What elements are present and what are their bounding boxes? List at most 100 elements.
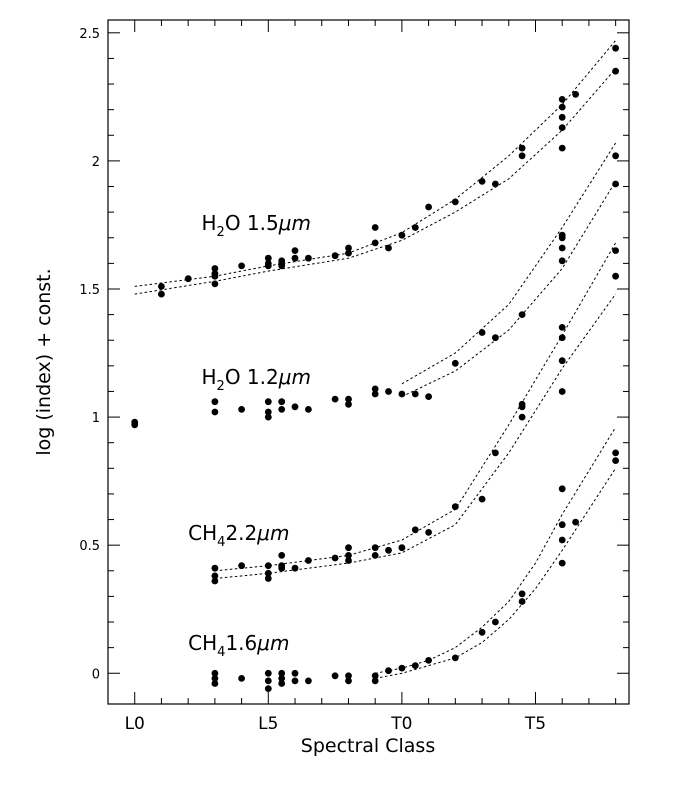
data-point bbox=[425, 393, 432, 400]
data-point bbox=[398, 544, 406, 552]
data-point bbox=[264, 569, 272, 577]
band-lower-line bbox=[214, 293, 617, 579]
band-lower-line bbox=[134, 68, 616, 295]
band-lower-line bbox=[401, 181, 617, 398]
series-label: H2O 1.2μm bbox=[202, 365, 311, 394]
data-point bbox=[411, 662, 419, 669]
y-tick-label: 1 bbox=[92, 411, 100, 426]
data-point bbox=[492, 618, 499, 626]
data-point bbox=[411, 224, 419, 231]
axis-ticks: L0 L5 T0 T5 0 0.5 1 1.5 2 2.5 bbox=[79, 20, 629, 734]
data-point bbox=[371, 552, 379, 559]
data-point bbox=[518, 403, 526, 411]
band-upper-line bbox=[401, 142, 617, 385]
y-tick-label: 0.5 bbox=[79, 539, 100, 554]
data-point bbox=[478, 178, 486, 185]
data-point bbox=[572, 518, 579, 526]
data-point bbox=[158, 290, 165, 298]
y-tick-label: 1.5 bbox=[79, 283, 100, 298]
data-point bbox=[518, 144, 526, 152]
data-point bbox=[558, 388, 566, 395]
data-point bbox=[331, 395, 339, 403]
dashed-bands bbox=[134, 40, 617, 679]
x-tick-label: L0 bbox=[125, 714, 145, 734]
data-point bbox=[518, 311, 526, 318]
data-point bbox=[558, 324, 566, 331]
data-point bbox=[371, 677, 379, 685]
data-point bbox=[371, 224, 379, 231]
data-point bbox=[478, 628, 486, 636]
data-point bbox=[558, 536, 566, 544]
data-point bbox=[345, 677, 352, 685]
data-point bbox=[398, 231, 406, 239]
series-labels: H2O 1.5μm H2O 1.2μm CH42.2μm CH41.6μm bbox=[188, 211, 311, 660]
data-point bbox=[211, 564, 219, 572]
data-point bbox=[345, 249, 352, 257]
data-point bbox=[558, 124, 566, 131]
data-point bbox=[331, 672, 339, 680]
data-point bbox=[385, 388, 392, 395]
data-point bbox=[411, 526, 419, 534]
data-point bbox=[131, 421, 139, 429]
x-axis-label: Spectral Class bbox=[301, 735, 435, 757]
y-tick-label: 0 bbox=[92, 667, 100, 682]
data-point bbox=[264, 262, 272, 270]
band-upper-line bbox=[375, 427, 617, 674]
data-point bbox=[371, 390, 379, 398]
data-point bbox=[558, 234, 566, 242]
data-point bbox=[558, 113, 566, 121]
data-point bbox=[451, 503, 459, 511]
data-point bbox=[264, 677, 272, 685]
data-point bbox=[278, 564, 286, 572]
data-point bbox=[398, 664, 406, 672]
data-point bbox=[238, 262, 246, 270]
data-point bbox=[612, 152, 619, 160]
data-point bbox=[211, 669, 219, 677]
data-point bbox=[211, 408, 219, 416]
data-point bbox=[291, 564, 299, 572]
x-tick-label: T5 bbox=[524, 714, 546, 734]
y-axis-label: log (index) + const. bbox=[33, 268, 55, 455]
data-point bbox=[305, 406, 312, 413]
data-point bbox=[411, 390, 419, 398]
data-point bbox=[612, 67, 619, 75]
band-upper-line bbox=[134, 40, 616, 287]
data-point bbox=[451, 198, 459, 206]
data-point bbox=[518, 152, 526, 160]
data-point bbox=[612, 247, 619, 255]
data-point bbox=[558, 96, 566, 103]
data-point bbox=[558, 357, 566, 365]
data-point bbox=[345, 395, 352, 403]
data-point bbox=[558, 257, 566, 265]
data-point bbox=[264, 669, 272, 677]
x-tick-label: T0 bbox=[390, 714, 412, 734]
data-point bbox=[291, 669, 299, 677]
data-point bbox=[385, 667, 392, 675]
data-point bbox=[278, 552, 286, 559]
data-point bbox=[291, 254, 299, 262]
data-point bbox=[211, 577, 219, 585]
data-point bbox=[211, 280, 219, 288]
data-point bbox=[345, 544, 352, 552]
data-point bbox=[211, 572, 219, 580]
data-point bbox=[211, 675, 219, 682]
data-point bbox=[331, 252, 339, 260]
data-point bbox=[331, 554, 339, 562]
data-point bbox=[371, 239, 379, 247]
data-point bbox=[278, 675, 286, 682]
data-point bbox=[612, 449, 619, 457]
data-point bbox=[558, 244, 566, 252]
data-point bbox=[305, 557, 312, 564]
data-point bbox=[345, 244, 352, 252]
data-point bbox=[211, 265, 219, 272]
data-point bbox=[478, 329, 486, 336]
data-point bbox=[451, 359, 459, 367]
data-point bbox=[398, 390, 406, 398]
data-point bbox=[278, 680, 286, 687]
data-point bbox=[518, 590, 526, 598]
data-point bbox=[305, 677, 312, 685]
data-point bbox=[291, 403, 299, 411]
data-point bbox=[558, 103, 566, 111]
